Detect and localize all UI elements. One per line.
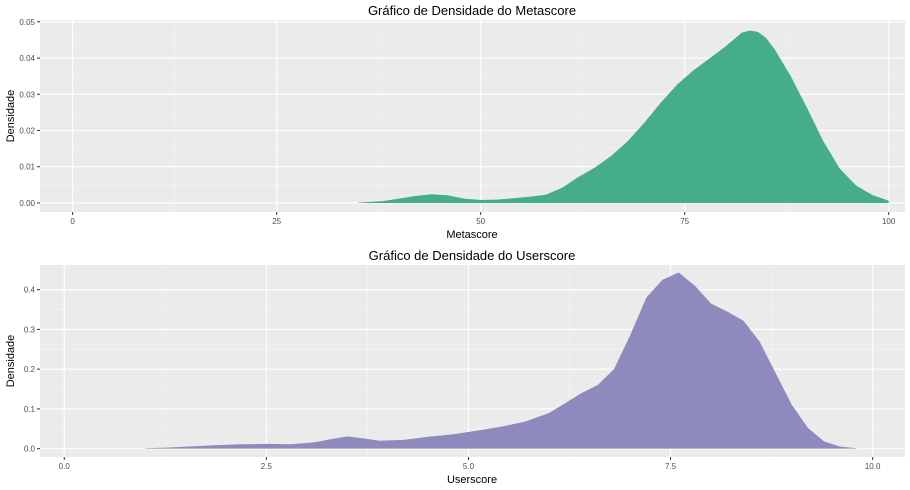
userscore-y-axis-title: Densidade [5, 335, 17, 388]
metascore-x-tick-label: 0 [70, 217, 75, 226]
userscore-y-axis: 0.0 0.1 0.2 0.3 0.4 [24, 286, 40, 454]
metascore-density-area [358, 30, 889, 203]
metascore-y-tick-label: 0.05 [19, 18, 35, 27]
metascore-chart: Gráfico de Densidade do Metascore 0 25 50 7… [5, 3, 905, 241]
metascore-x-tick-label: 100 [882, 217, 896, 226]
userscore-chart: Gráfico de Densidade do Userscore 0.0 2.5… [5, 248, 905, 486]
metascore-y-tick-label: 0.00 [19, 199, 35, 208]
metascore-x-axis: 0 25 50 75 100 [70, 212, 896, 226]
userscore-x-tick-label: 7.5 [665, 462, 677, 471]
userscore-y-tick-label: 0.4 [24, 286, 36, 295]
metascore-y-axis-title: Densidade [5, 90, 17, 143]
userscore-density-area [145, 272, 857, 449]
userscore-y-tick-label: 0.0 [24, 445, 36, 454]
userscore-y-tick-label: 0.2 [24, 365, 36, 374]
userscore-x-tick-label: 0.0 [59, 462, 71, 471]
metascore-y-tick-label: 0.02 [19, 126, 35, 135]
userscore-x-axis: 0.0 2.5 5.0 7.5 10.0 [59, 457, 881, 471]
userscore-y-tick-label: 0.3 [24, 325, 36, 334]
metascore-chart-title: Gráfico de Densidade do Metascore [368, 3, 576, 18]
metascore-y-axis: 0.00 0.01 0.02 0.03 0.04 0.05 [19, 18, 40, 208]
userscore-y-tick-label: 0.1 [24, 405, 36, 414]
userscore-chart-title: Gráfico de Densidade do Userscore [369, 248, 576, 263]
metascore-y-tick-label: 0.03 [19, 90, 35, 99]
metascore-x-tick-label: 50 [476, 217, 485, 226]
metascore-x-tick-label: 75 [680, 217, 689, 226]
userscore-x-axis-title: Userscore [447, 474, 497, 486]
userscore-x-tick-label: 2.5 [261, 462, 273, 471]
metascore-y-tick-label: 0.04 [19, 54, 35, 63]
metascore-x-axis-title: Metascore [446, 229, 497, 241]
metascore-x-tick-label: 25 [272, 217, 281, 226]
userscore-x-tick-label: 5.0 [463, 462, 475, 471]
metascore-y-tick-label: 0.01 [19, 163, 35, 172]
userscore-x-tick-label: 10.0 [865, 462, 881, 471]
